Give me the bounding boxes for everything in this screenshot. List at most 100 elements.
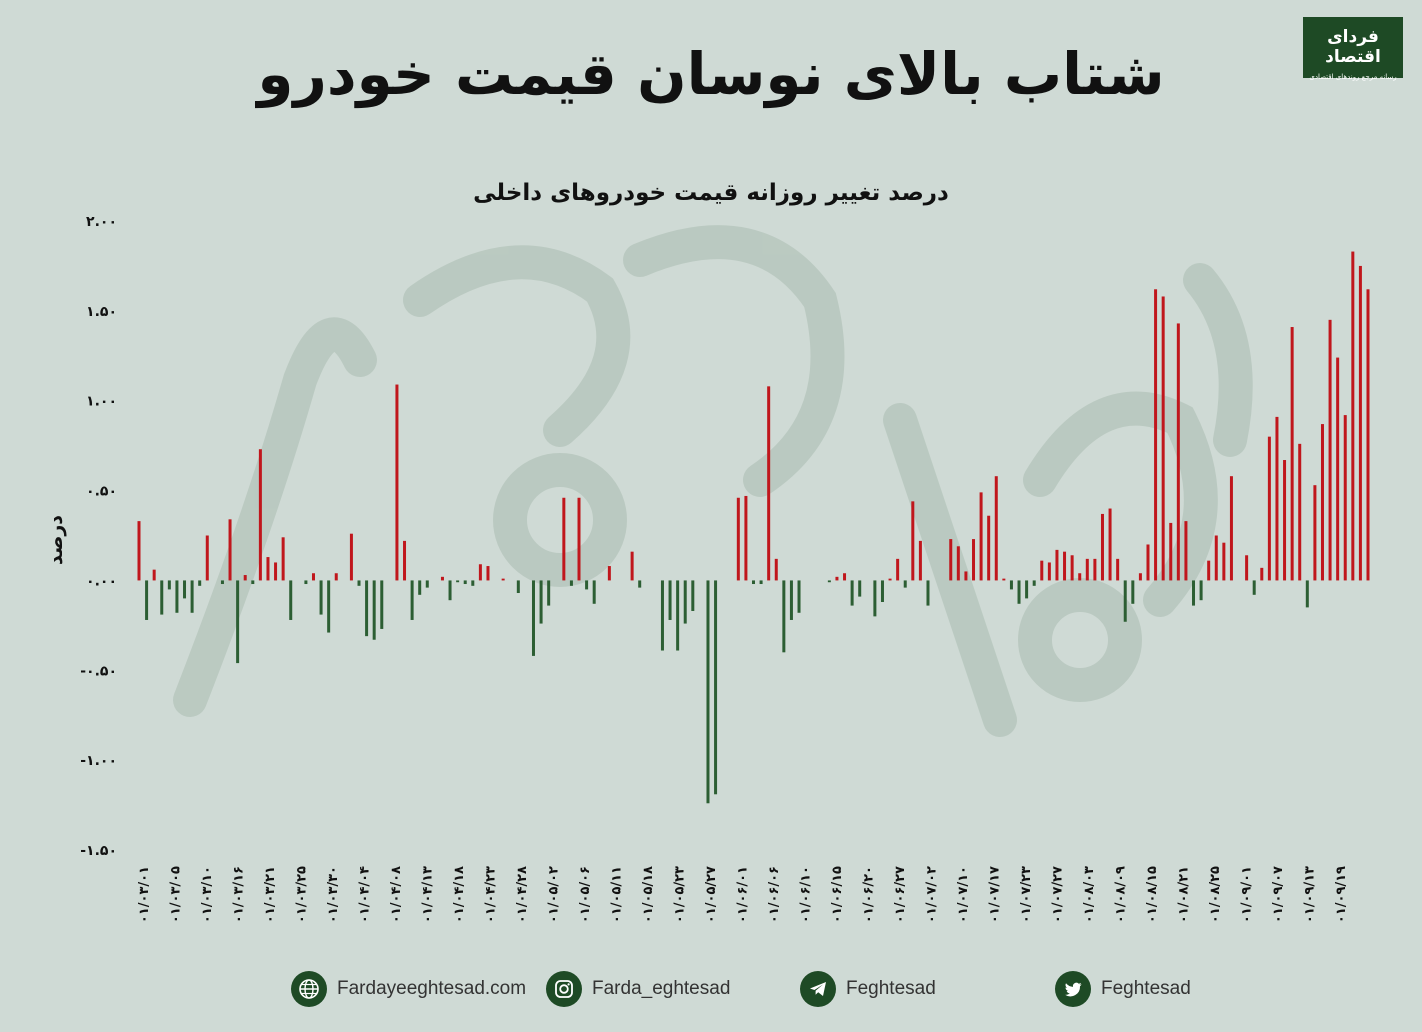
bar (1343, 415, 1347, 581)
x-tick-label: ۰۱/۰۸/۲۱ (1177, 866, 1192, 923)
bar (1123, 580, 1127, 622)
bar (1214, 535, 1218, 581)
twitter-text: Feghtesad (1101, 978, 1191, 999)
bar (858, 580, 862, 597)
bar (1267, 436, 1271, 581)
bar (888, 578, 892, 581)
telegram-link[interactable]: Feghtesad (800, 970, 936, 1008)
bar (478, 564, 482, 581)
y-tick-label: -۰.۵۰ (80, 663, 117, 679)
bar (349, 533, 353, 581)
bar (592, 580, 596, 604)
y-tick-label: -۱.۵۰ (80, 843, 117, 859)
bar (987, 515, 991, 581)
bar (334, 573, 338, 581)
bar (949, 539, 953, 581)
instagram-link[interactable]: Farda_eghtesad (546, 970, 730, 1008)
y-tick-label: ۲.۰۰ (86, 214, 117, 230)
bar (1017, 580, 1021, 604)
x-tick-label: ۰۱/۰۷/۱۰ (956, 866, 971, 923)
twitter-icon (1055, 971, 1091, 1007)
bar (251, 580, 255, 585)
bar (410, 580, 414, 620)
bar (395, 384, 399, 581)
chart-subtitle: درصد تغییر روزانه قیمت خودروهای داخلی (473, 180, 949, 206)
bar (1199, 580, 1203, 601)
brand-logo[interactable]: فردای اقتصاد رسانه مرجع روندهای اقتصادی (1303, 17, 1403, 81)
website-link[interactable]: Fardayeeghtesad.com (291, 970, 526, 1008)
bar (152, 569, 156, 581)
y-axis-label: درصد (45, 515, 67, 565)
bar (585, 580, 589, 590)
bar (1154, 289, 1158, 581)
bar (1078, 573, 1082, 581)
page-title: شتاب بالای نوسان قیمت خودرو (257, 40, 1165, 108)
bar (956, 546, 960, 581)
bar (175, 580, 179, 613)
y-tick-label: ۰.۰۰ (86, 573, 117, 589)
bar (1070, 555, 1074, 581)
x-tick-label: ۰۱/۰۵/۲۳ (673, 866, 688, 923)
bar (357, 580, 361, 586)
bar (1032, 580, 1036, 586)
bar (569, 580, 573, 586)
bar (547, 580, 551, 606)
x-tick-label: ۰۱/۰۸/۱۵ (1145, 866, 1160, 923)
x-tick-label: ۰۱/۰۶/۱۰ (799, 866, 814, 923)
bar (183, 580, 187, 599)
bar (1047, 562, 1051, 581)
bar (789, 580, 793, 620)
bar (205, 535, 209, 581)
bar (918, 540, 922, 581)
bar (289, 580, 293, 620)
x-tick-label: ۰۱/۰۳/۳۰ (326, 866, 341, 923)
bar (1184, 521, 1188, 581)
bar (311, 573, 315, 581)
x-tick-label: ۰۱/۰۶/۲۰ (862, 866, 877, 923)
bar (1116, 558, 1120, 581)
x-tick-label: ۰۱/۰۷/۲۷ (1051, 866, 1066, 923)
bar (372, 580, 376, 640)
bar (714, 580, 718, 795)
y-tick-label: -۱.۰۰ (80, 753, 117, 769)
bar (979, 492, 983, 581)
x-tick-label: ۰۱/۰۸/۰۹ (1114, 866, 1129, 923)
bar (403, 540, 407, 581)
bar (1176, 323, 1180, 581)
bar (903, 580, 907, 588)
bar (880, 580, 884, 602)
bar (911, 501, 915, 581)
bar (736, 497, 740, 581)
bar (1085, 558, 1089, 581)
bar (365, 580, 369, 637)
bar (1169, 522, 1173, 581)
x-tick-label: ۰۱/۰۷/۱۷ (988, 866, 1003, 923)
x-tick-label: ۰۱/۰۳/۲۱ (263, 866, 278, 923)
daily-change-bar-chart: درصد ۲.۰۰ ۱.۵۰ ۱.۰۰ ۰.۵۰ ۰.۰۰ -۰.۵۰ -۱.۰۰ -۱.۵۰… (45, 214, 1370, 923)
bar (994, 476, 998, 581)
bar (145, 580, 149, 620)
x-tick-label: ۰۱/۰۷/۲۳ (1019, 866, 1034, 923)
bar (137, 521, 141, 581)
bar (1313, 485, 1317, 581)
bar (198, 580, 202, 586)
bar (440, 576, 444, 581)
x-tick-label: ۰۱/۰۷/۰۲ (925, 866, 940, 923)
bar (873, 580, 877, 617)
bar (827, 580, 831, 583)
bar (797, 580, 801, 613)
bar (1298, 443, 1302, 581)
bar (1275, 416, 1279, 581)
bar (1351, 251, 1355, 581)
bar (660, 580, 664, 651)
x-tick-label: ۰۱/۰۳/۱۶ (232, 866, 247, 923)
bar (220, 580, 224, 585)
bar (531, 580, 535, 656)
x-tick-label: ۰۱/۰۹/۱۳ (1303, 866, 1318, 923)
bar (418, 580, 422, 595)
bar (258, 449, 262, 581)
x-tick-label: ۰۱/۰۴/۲۳ (484, 866, 499, 923)
watermark-logo (173, 225, 1253, 737)
bar (1252, 580, 1256, 595)
twitter-link[interactable]: Feghtesad (1055, 970, 1191, 1008)
